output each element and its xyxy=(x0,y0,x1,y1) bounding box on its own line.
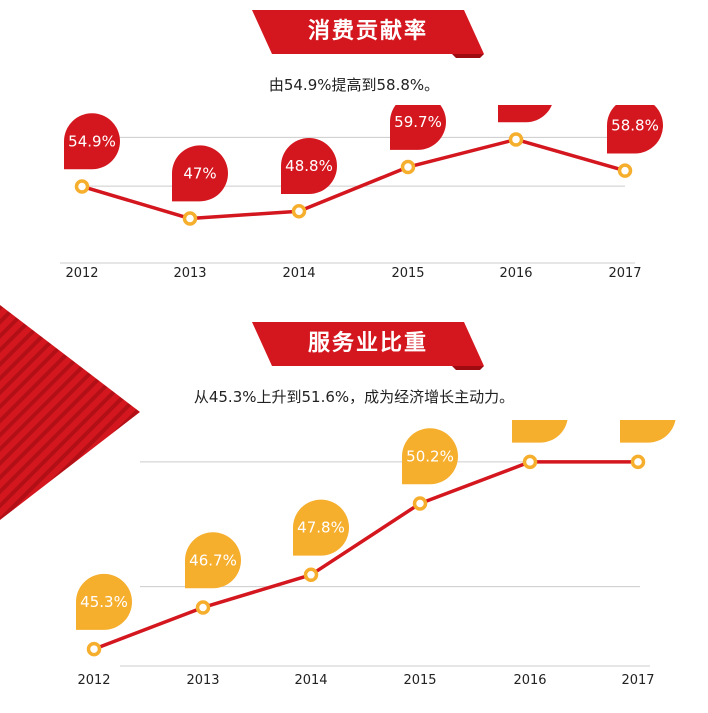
data-label: 46.7% xyxy=(189,551,237,569)
consumption-chart: 54.9%201247%201348.8%201459.7%201566.5%2… xyxy=(0,105,708,295)
decorative-stripes xyxy=(0,305,140,520)
x-tick-label: 2014 xyxy=(282,266,315,281)
data-label: 45.3% xyxy=(80,593,128,611)
section1-subtitle: 由54.9%提高到58.8%。 xyxy=(268,76,440,94)
data-label: 51.6% xyxy=(624,420,672,424)
data-label: 51.6% xyxy=(516,420,564,424)
x-tick-label: 2012 xyxy=(65,266,98,281)
series-line xyxy=(93,460,638,651)
series-line xyxy=(81,137,626,221)
value-bubble xyxy=(390,105,446,150)
x-tick-label: 2013 xyxy=(186,673,219,688)
value-bubble xyxy=(607,105,663,154)
value-bubble xyxy=(498,105,552,123)
x-tick-label: 2015 xyxy=(391,266,424,281)
x-tick-label: 2012 xyxy=(77,673,110,688)
value-bubble xyxy=(185,532,242,589)
data-point xyxy=(74,179,90,194)
section1-banner: 消费贡献率 xyxy=(252,10,484,58)
data-point xyxy=(195,600,211,615)
data-point xyxy=(86,641,102,657)
value-bubble xyxy=(512,420,568,443)
data-point xyxy=(630,454,646,470)
data-label: 59.7% xyxy=(394,113,442,131)
data-point xyxy=(303,567,319,583)
value-bubble xyxy=(64,113,120,170)
x-tick-label: 2016 xyxy=(499,266,532,281)
section2-banner: 服务业比重 xyxy=(252,322,484,370)
value-bubble xyxy=(281,138,338,195)
value-bubble xyxy=(172,145,229,202)
data-label: 58.8% xyxy=(611,116,659,134)
value-bubble xyxy=(76,573,132,630)
data-point xyxy=(291,203,307,219)
value-bubble xyxy=(620,420,676,443)
data-point xyxy=(182,211,198,226)
data-point xyxy=(522,454,538,470)
data-point xyxy=(400,159,416,175)
data-point xyxy=(412,496,428,511)
data-point xyxy=(617,163,633,178)
data-label: 48.8% xyxy=(285,157,333,175)
data-point xyxy=(508,132,524,147)
x-tick-label: 2014 xyxy=(294,673,327,688)
section2-subtitle: 从45.3%上升到51.6%，成为经济增长主动力。 xyxy=(193,388,515,406)
data-label: 54.9% xyxy=(68,132,116,150)
x-tick-label: 2017 xyxy=(621,673,654,688)
x-tick-label: 2015 xyxy=(403,673,436,688)
data-label: 50.2% xyxy=(406,447,454,465)
x-tick-label: 2017 xyxy=(608,266,641,281)
value-bubble xyxy=(402,428,458,485)
service-chart: 45.3% 2012 46.7% 2013 47.8% 2014 50.2% 2015 51.6… xyxy=(0,420,708,710)
data-label: 47.8% xyxy=(297,519,345,537)
x-tick-label: 2013 xyxy=(173,266,206,281)
section1-title: 消费贡献率 xyxy=(307,19,428,44)
data-label: 47% xyxy=(183,164,216,182)
value-bubble xyxy=(293,499,349,556)
x-tick-label: 2016 xyxy=(513,673,546,688)
section2-title: 服务业比重 xyxy=(307,331,428,356)
